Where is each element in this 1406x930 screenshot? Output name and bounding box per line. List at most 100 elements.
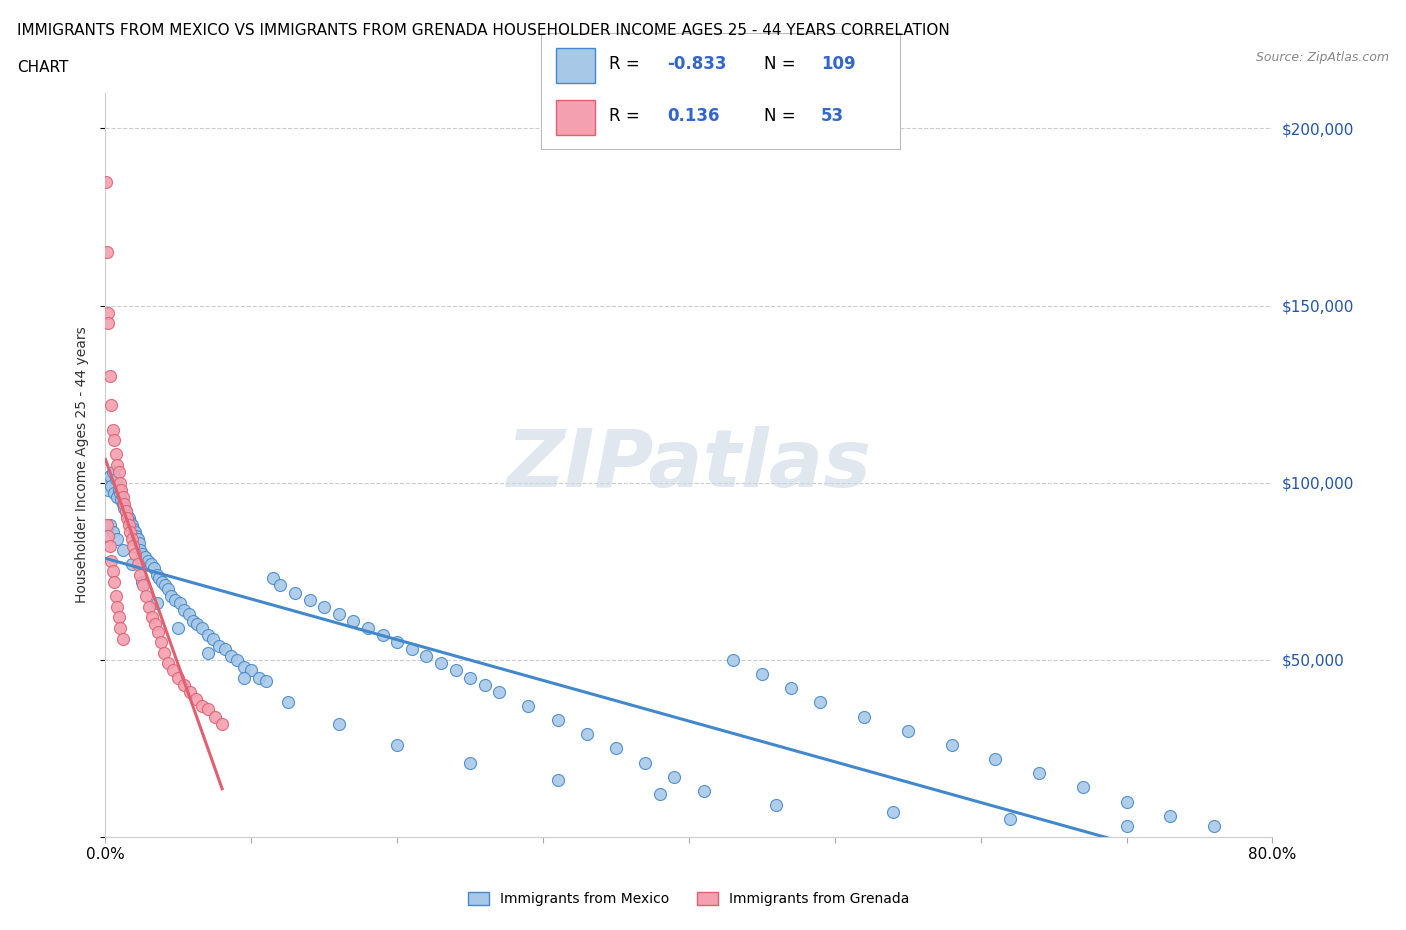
- Point: [314, 599, 336, 614]
- Point: [941, 737, 963, 752]
- Text: N =: N =: [763, 55, 796, 73]
- Point: [328, 606, 350, 621]
- Point: [897, 724, 920, 738]
- Legend: Immigrants from Mexico, Immigrants from Grenada: Immigrants from Mexico, Immigrants from …: [463, 887, 915, 912]
- Point: [105, 599, 128, 614]
- Point: [110, 483, 132, 498]
- Point: [98, 369, 121, 384]
- Point: [96, 518, 118, 533]
- Text: CHART: CHART: [17, 60, 69, 75]
- Point: [1028, 765, 1050, 780]
- Point: [101, 525, 124, 539]
- Text: 53: 53: [821, 107, 844, 126]
- Text: 109: 109: [821, 55, 856, 73]
- Point: [167, 620, 190, 635]
- Point: [138, 599, 160, 614]
- Point: [247, 671, 270, 685]
- Point: [100, 397, 122, 412]
- Point: [1115, 794, 1137, 809]
- Point: [371, 628, 394, 643]
- Point: [202, 631, 225, 646]
- Point: [108, 620, 131, 635]
- Point: [97, 316, 120, 331]
- Text: -0.833: -0.833: [666, 55, 727, 73]
- Point: [115, 504, 138, 519]
- Point: [142, 560, 165, 575]
- Point: [98, 539, 121, 554]
- Point: [284, 585, 307, 600]
- Text: ZIPatlas: ZIPatlas: [506, 426, 872, 504]
- Point: [780, 681, 803, 696]
- Point: [97, 528, 120, 543]
- Point: [197, 702, 219, 717]
- Point: [97, 305, 120, 320]
- Point: [141, 610, 163, 625]
- Point: [474, 677, 496, 692]
- Point: [153, 645, 174, 660]
- Point: [692, 783, 714, 798]
- Point: [115, 504, 138, 519]
- Point: [401, 642, 423, 657]
- Point: [634, 755, 657, 770]
- Point: [104, 589, 127, 604]
- Point: [664, 769, 686, 784]
- Point: [186, 617, 208, 631]
- Point: [160, 589, 183, 604]
- Point: [177, 606, 200, 621]
- Point: [139, 557, 162, 572]
- Point: [129, 542, 152, 557]
- Point: [105, 532, 128, 547]
- Point: [121, 557, 143, 572]
- Point: [101, 465, 124, 480]
- Point: [143, 617, 166, 631]
- Point: [107, 610, 129, 625]
- Point: [129, 567, 152, 582]
- Point: [1071, 780, 1094, 795]
- Point: [131, 575, 153, 590]
- Point: [111, 631, 134, 646]
- Text: R =: R =: [609, 55, 640, 73]
- Point: [167, 671, 190, 685]
- Point: [110, 493, 132, 508]
- Text: IMMIGRANTS FROM MEXICO VS IMMIGRANTS FROM GRENADA HOUSEHOLDER INCOME AGES 25 - 4: IMMIGRANTS FROM MEXICO VS IMMIGRANTS FRO…: [17, 23, 949, 38]
- Point: [127, 532, 149, 547]
- Point: [103, 432, 125, 447]
- Point: [751, 667, 773, 682]
- Point: [211, 716, 233, 731]
- Point: [173, 677, 195, 692]
- Point: [233, 671, 256, 685]
- Point: [112, 500, 135, 515]
- Point: [122, 522, 145, 537]
- Point: [97, 483, 120, 498]
- Point: [148, 571, 170, 586]
- Point: [98, 468, 121, 483]
- FancyBboxPatch shape: [555, 100, 595, 135]
- Point: [852, 709, 875, 724]
- Point: [121, 532, 143, 547]
- Point: [100, 479, 122, 494]
- Point: [108, 475, 131, 490]
- Point: [162, 663, 184, 678]
- Point: [104, 472, 127, 486]
- Point: [575, 727, 598, 742]
- Point: [124, 546, 146, 561]
- Point: [96, 245, 118, 259]
- Point: [1159, 808, 1181, 823]
- Point: [125, 528, 148, 543]
- Point: [111, 542, 134, 557]
- Point: [121, 518, 143, 533]
- Point: [157, 656, 180, 671]
- Point: [124, 525, 146, 539]
- Point: [240, 663, 263, 678]
- Point: [1115, 819, 1137, 834]
- Point: [254, 673, 277, 688]
- Point: [547, 712, 569, 727]
- Point: [204, 709, 226, 724]
- Point: [547, 773, 569, 788]
- Text: 0.136: 0.136: [666, 107, 720, 126]
- Point: [262, 571, 284, 586]
- Text: R =: R =: [609, 107, 640, 126]
- Point: [808, 695, 831, 710]
- Point: [122, 539, 145, 554]
- Point: [165, 592, 187, 607]
